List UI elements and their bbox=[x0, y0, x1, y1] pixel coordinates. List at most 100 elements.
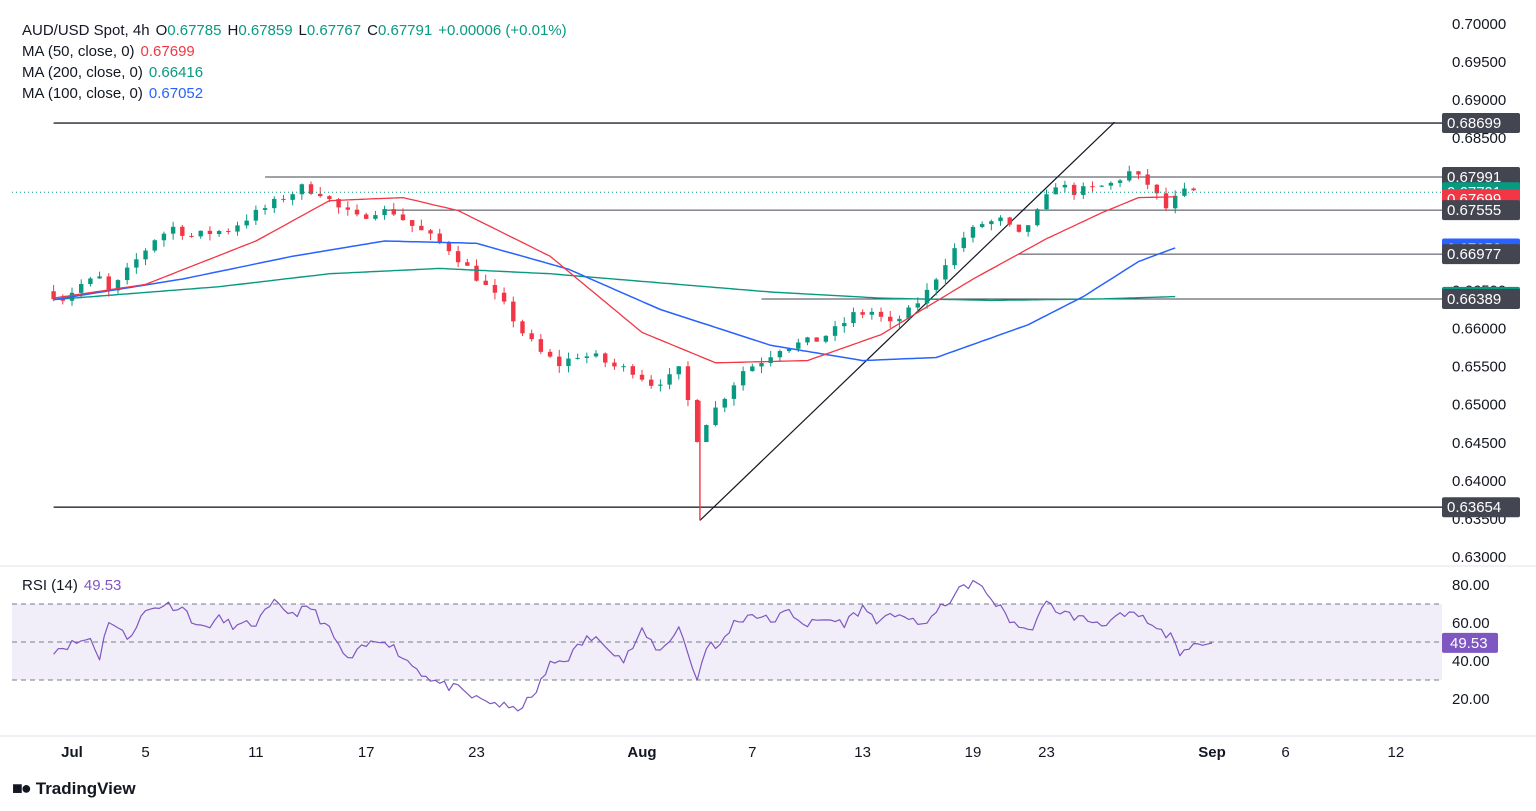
price-axis-tick: 0.65500 bbox=[1452, 359, 1506, 376]
ma50-value: 0.67699 bbox=[140, 43, 195, 60]
candle-body bbox=[630, 366, 636, 375]
ma200-value: 0.66416 bbox=[148, 64, 204, 81]
candle-body bbox=[575, 357, 580, 359]
price-axis-tick: 0.64000 bbox=[1452, 473, 1506, 490]
candle-body bbox=[327, 196, 332, 200]
ma100-legend[interactable]: MA (100, close, 0) 0.67052 bbox=[22, 85, 209, 102]
candle-body bbox=[143, 250, 148, 260]
candle-body bbox=[1136, 171, 1141, 175]
candle-body bbox=[78, 284, 84, 293]
candle-body bbox=[1053, 187, 1058, 195]
price-axis-tick: 0.63000 bbox=[1452, 549, 1506, 566]
candle-body bbox=[979, 224, 985, 227]
price-badge-label: 0.63654 bbox=[1447, 499, 1501, 516]
time-axis-label: 6 bbox=[1281, 744, 1289, 761]
low-label: L bbox=[298, 22, 307, 39]
candle-body bbox=[823, 335, 829, 342]
candle-body bbox=[658, 384, 663, 386]
candle-body bbox=[722, 398, 727, 408]
candle-body bbox=[60, 299, 66, 301]
candle-body bbox=[750, 366, 755, 372]
change-value: +0.00006 (+0.01%) bbox=[438, 22, 567, 39]
candle-body bbox=[648, 379, 654, 386]
symbol-legend: AUD/USD Spot, 4h O0.67785 H0.67859 L0.67767… bbox=[22, 22, 573, 39]
candle-body bbox=[492, 284, 498, 293]
candle-body bbox=[593, 353, 599, 357]
candle-body bbox=[924, 289, 930, 304]
candle-body bbox=[529, 333, 534, 340]
candle-body bbox=[814, 337, 819, 342]
price-axis-tick: 0.65000 bbox=[1452, 397, 1506, 414]
candle-body bbox=[88, 278, 93, 285]
candle-body bbox=[1173, 195, 1178, 209]
open-label: O bbox=[155, 22, 168, 39]
candle-body bbox=[465, 262, 470, 266]
ma100-label: MA (100, close, 0) bbox=[22, 85, 143, 102]
candle-body bbox=[952, 248, 957, 266]
ma200-legend[interactable]: MA (200, close, 0) 0.66416 bbox=[22, 64, 209, 81]
candle-body bbox=[676, 366, 681, 375]
price-badge-label: 0.67991 bbox=[1447, 169, 1501, 186]
time-axis-label: 23 bbox=[468, 744, 485, 761]
candle-body bbox=[961, 237, 966, 249]
candles-layer bbox=[51, 165, 1196, 521]
rsi-legend[interactable]: RSI (14) 49.53 bbox=[22, 577, 127, 594]
candle-body bbox=[483, 280, 488, 285]
candle-body bbox=[989, 221, 994, 225]
price-axis-tick: 0.70000 bbox=[1452, 16, 1506, 33]
price-badge-bg bbox=[1442, 166, 1520, 187]
candle-body bbox=[1044, 194, 1049, 210]
tradingview-brand[interactable]: ■● TradingView bbox=[12, 778, 136, 799]
candle-body bbox=[253, 209, 259, 221]
candle-body bbox=[391, 209, 396, 215]
candle-body bbox=[805, 337, 810, 343]
candle-body bbox=[731, 385, 737, 399]
candle-body bbox=[244, 220, 249, 226]
candle-body bbox=[713, 407, 718, 426]
ma50-legend[interactable]: MA (50, close, 0) 0.67699 bbox=[22, 43, 201, 60]
time-axis-label: 19 bbox=[965, 744, 982, 761]
candle-body bbox=[1071, 184, 1077, 195]
candle-body bbox=[1062, 184, 1068, 188]
trend-line bbox=[699, 121, 1115, 521]
candle-body bbox=[1127, 171, 1132, 181]
candle-body bbox=[226, 230, 231, 232]
candle-body bbox=[612, 362, 617, 367]
candle-body bbox=[869, 311, 875, 315]
candle-body bbox=[345, 207, 351, 210]
price-badge-bg bbox=[1442, 497, 1520, 518]
time-axis-label: Jul bbox=[61, 744, 83, 761]
candle-body bbox=[97, 276, 102, 279]
candle-body bbox=[409, 220, 415, 226]
price-axis-tick: 0.68500 bbox=[1452, 130, 1506, 147]
candle-body bbox=[933, 279, 939, 290]
candle-body bbox=[842, 323, 847, 327]
candle-body bbox=[1025, 225, 1031, 232]
ma100-value: 0.67052 bbox=[148, 85, 204, 102]
candle-body bbox=[161, 233, 167, 241]
rsi-line bbox=[53, 579, 1213, 712]
candle-body bbox=[134, 259, 139, 268]
candle-body bbox=[180, 226, 185, 236]
candle-body bbox=[1163, 193, 1169, 209]
time-axis-label: Aug bbox=[627, 744, 656, 761]
candle-body bbox=[878, 311, 884, 317]
candle-body bbox=[1108, 182, 1114, 186]
time-axis-label: 17 bbox=[358, 744, 375, 761]
candle-body bbox=[915, 303, 921, 308]
candle-body bbox=[400, 214, 406, 221]
candle-body bbox=[124, 267, 130, 281]
candle-body bbox=[446, 242, 452, 252]
candle-body bbox=[354, 209, 360, 215]
candle-body bbox=[998, 217, 1003, 222]
price-axis-tick: 0.69000 bbox=[1452, 92, 1506, 109]
candle-body bbox=[621, 366, 626, 368]
price-badge-label: 0.68699 bbox=[1447, 115, 1501, 132]
symbol-title: AUD/USD Spot, 4h bbox=[22, 22, 150, 39]
price-badge-label: 0.66977 bbox=[1447, 246, 1501, 263]
candle-body bbox=[115, 280, 121, 291]
candle-body bbox=[520, 321, 525, 334]
price-badge-bg bbox=[1442, 244, 1520, 265]
candle-body bbox=[538, 339, 544, 352]
